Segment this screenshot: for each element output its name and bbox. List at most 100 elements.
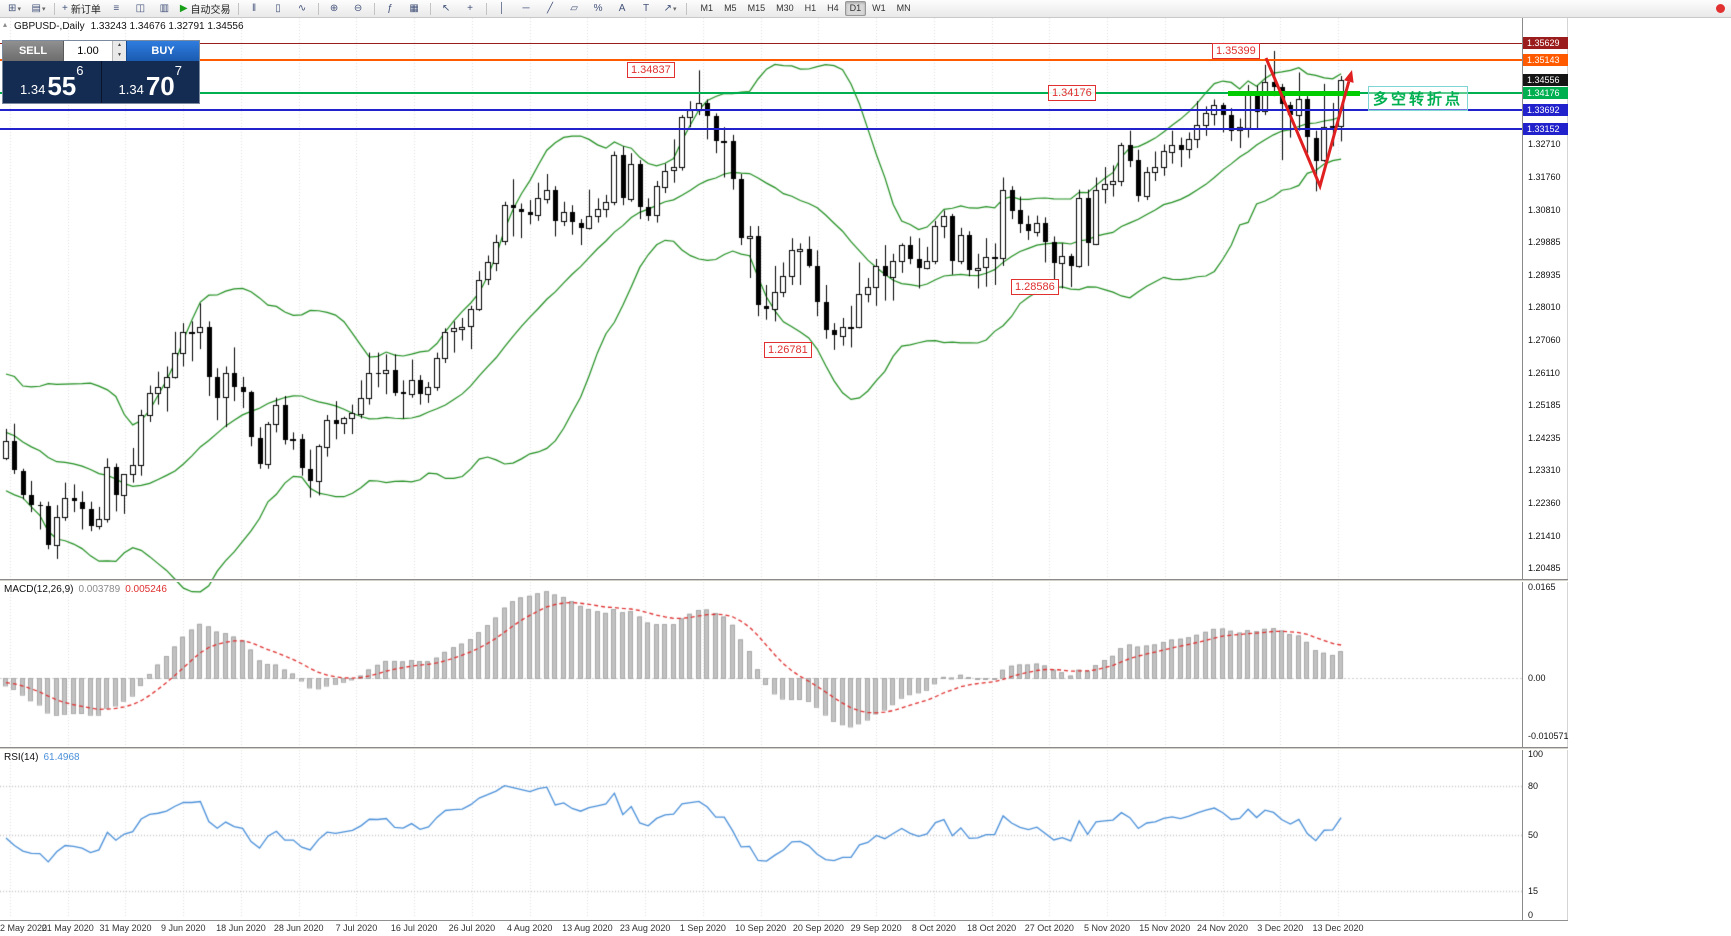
trend-line-icon[interactable]: ╱ bbox=[539, 0, 562, 17]
timeframe-h4[interactable]: H4 bbox=[827, 3, 839, 13]
horizontal-line-object[interactable] bbox=[0, 109, 1522, 112]
zoom-in-glyph-icon: ⊕ bbox=[329, 2, 339, 14]
arrows-icon[interactable]: ↗ ▾ bbox=[659, 0, 682, 17]
date-label: 26 Jul 2020 bbox=[448, 923, 496, 933]
chinese-note-label[interactable]: 多空转折点 bbox=[1368, 86, 1469, 111]
timeframe-h1[interactable]: H1 bbox=[804, 3, 817, 13]
profiles-icon[interactable]: ▤ ▾ bbox=[27, 0, 50, 17]
date-label: 15 Nov 2020 bbox=[1139, 923, 1191, 933]
timeframe-m5[interactable]: M5 bbox=[724, 3, 737, 13]
date-label: 8 Oct 2020 bbox=[911, 923, 956, 933]
date-label: 28 Jun 2020 bbox=[273, 923, 324, 933]
macd-label: MACD(12,26,9) 0.003789 0.005246 bbox=[4, 584, 167, 595]
price-tag: 1.34176 bbox=[1523, 87, 1568, 100]
price-tick-label: 1.26110 bbox=[1528, 368, 1560, 379]
price-tag: 1.33152 bbox=[1523, 122, 1568, 135]
volume-down-icon[interactable]: ▼ bbox=[117, 52, 122, 58]
timeframe-d1[interactable]: D1 bbox=[844, 1, 867, 16]
support-zone-band[interactable] bbox=[1228, 90, 1360, 96]
buy-price[interactable]: 1.34 70 7 bbox=[101, 61, 199, 103]
horizontal-line-object[interactable] bbox=[0, 92, 1522, 95]
rsi-panel-divider[interactable] bbox=[0, 747, 1568, 750]
text-label-glyph-icon: T bbox=[642, 2, 650, 14]
date-label: 3 Dec 2020 bbox=[1257, 923, 1304, 933]
date-label: 31 May 2020 bbox=[99, 923, 152, 933]
profiles-glyph-icon: ▤ bbox=[31, 2, 41, 14]
price-tick-label: 1.21410 bbox=[1528, 531, 1561, 542]
date-label: 13 Aug 2020 bbox=[562, 923, 613, 933]
chart-canvas[interactable] bbox=[0, 0, 1522, 936]
market-watch-icon[interactable]: ≡ bbox=[105, 0, 128, 17]
price-tick-label: 1.22360 bbox=[1528, 498, 1561, 509]
horizontal-line-icon[interactable]: ─ bbox=[515, 0, 538, 17]
cursor-icon[interactable]: ↖ bbox=[435, 0, 458, 17]
volume-up-icon[interactable]: ▲ bbox=[117, 42, 122, 48]
trade-panel-prices: 1.34 55 6 1.34 70 7 bbox=[3, 61, 199, 103]
horizontal-line-glyph-icon: ─ bbox=[522, 2, 530, 14]
navigator-glyph-icon: ◫ bbox=[135, 2, 146, 14]
autotrade-icon[interactable]: ▶ 自动交易 bbox=[177, 0, 234, 17]
new-chart-icon[interactable]: ⊞ ▾ bbox=[3, 0, 26, 17]
rsi-value: 61.4968 bbox=[43, 752, 80, 763]
price-callout-label[interactable]: 1.26781 bbox=[764, 341, 812, 358]
volume-input[interactable] bbox=[64, 41, 112, 61]
price-tag: 1.35143 bbox=[1523, 53, 1568, 66]
timeframe-m15[interactable]: M15 bbox=[747, 3, 766, 13]
cursor-glyph-icon: ↖ bbox=[441, 2, 451, 14]
price-tick-label: 1.31760 bbox=[1528, 172, 1561, 183]
equidistant-channel-icon[interactable]: ▱ bbox=[563, 0, 586, 17]
horizontal-line-object[interactable] bbox=[0, 58, 1522, 61]
trend-line-glyph-icon: ╱ bbox=[547, 2, 554, 14]
buy-price-figure: 1.34 bbox=[118, 82, 144, 97]
timeframe-m1[interactable]: M1 bbox=[700, 3, 714, 13]
zoom-in-icon[interactable]: ⊕ bbox=[323, 0, 346, 17]
rsi-scale-label: 15 bbox=[1528, 885, 1539, 896]
alert-dot-icon[interactable] bbox=[1716, 4, 1725, 13]
timeframe-m30[interactable]: M30 bbox=[776, 3, 794, 13]
timeframe-w1[interactable]: W1 bbox=[872, 3, 886, 13]
indicators-icon[interactable]: ƒ bbox=[379, 0, 402, 17]
grid-icon[interactable]: ▦ bbox=[403, 0, 426, 17]
bar-chart-icon[interactable]: ‖ bbox=[243, 0, 266, 17]
buy-button[interactable]: BUY bbox=[126, 41, 199, 61]
timeframe-mn[interactable]: MN bbox=[896, 3, 911, 13]
price-callout-label[interactable]: 1.35399 bbox=[1212, 42, 1260, 59]
toolbar-separator bbox=[685, 2, 687, 15]
date-label: 24 Nov 2020 bbox=[1197, 923, 1249, 933]
new-order-icon[interactable]: + 新订单 bbox=[59, 0, 104, 17]
price-callout-label[interactable]: 1.34176 bbox=[1048, 85, 1096, 102]
line-chart-icon[interactable]: ∿ bbox=[291, 0, 314, 17]
vertical-line-icon[interactable]: │ bbox=[491, 0, 514, 17]
sell-button[interactable]: SELL bbox=[3, 41, 64, 61]
fibonacci-glyph-icon: % bbox=[593, 2, 603, 14]
collapse-panel-icon[interactable]: ▴ bbox=[3, 20, 8, 29]
date-axis[interactable]: 2 May 2020 21 May 2020 31 May 2020 9 Jun 20… bbox=[0, 920, 1568, 936]
grid-glyph-icon: ▦ bbox=[409, 2, 419, 14]
fibonacci-icon[interactable]: % bbox=[587, 0, 610, 17]
price-callout-label[interactable]: 1.28586 bbox=[1011, 279, 1059, 296]
price-axis[interactable]: 1.32710 1.31760 1.30810 1.29885 1.28935 1.280… bbox=[1522, 18, 1569, 920]
date-label: 2 May 2020 bbox=[0, 923, 48, 933]
horizontal-line-object[interactable] bbox=[0, 127, 1522, 130]
macd-panel-divider[interactable] bbox=[0, 579, 1568, 582]
price-tick-label: 1.32710 bbox=[1528, 139, 1561, 150]
crosshair-icon[interactable]: + bbox=[459, 0, 482, 17]
navigator-icon[interactable]: ◫ bbox=[129, 0, 152, 17]
price-callout-label[interactable]: 1.34837 bbox=[627, 62, 675, 79]
rsi-scale-label: 0 bbox=[1528, 910, 1534, 920]
text-icon[interactable]: A bbox=[611, 0, 634, 17]
zoom-out-icon[interactable]: ⊖ bbox=[347, 0, 370, 17]
symbol-period-label: GBPUSD-,Daily bbox=[14, 21, 85, 32]
autotrade-glyph-icon: ▶ bbox=[179, 2, 188, 14]
sell-price[interactable]: 1.34 55 6 bbox=[3, 61, 101, 103]
text-label-icon[interactable]: T bbox=[635, 0, 658, 17]
horizontal-line-object[interactable] bbox=[0, 42, 1522, 44]
new-order-glyph-icon: + bbox=[62, 2, 68, 14]
new-chart-glyph-icon: ⊞ bbox=[8, 2, 17, 14]
candle-chart-icon[interactable]: ▯ bbox=[267, 0, 290, 17]
terminal-icon[interactable]: ▥ bbox=[153, 0, 176, 17]
date-label: 18 Oct 2020 bbox=[967, 923, 1017, 933]
date-label: 7 Jul 2020 bbox=[335, 923, 378, 933]
date-label: 23 Aug 2020 bbox=[619, 923, 671, 933]
